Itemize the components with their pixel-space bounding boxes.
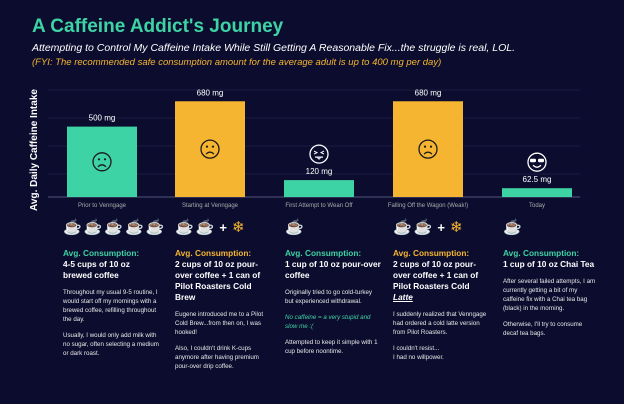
- bar: [67, 126, 137, 197]
- description-paragraph: Otherwise, I'll try to consume decaf tea…: [503, 321, 583, 337]
- bar: [175, 101, 245, 197]
- sad-face-icon: [200, 139, 220, 159]
- consumption-column: ☕ ☕ + ❄ Avg. Consumption: 2 cups of 10 oz pou…: [393, 214, 489, 362]
- plus-icon: +: [219, 220, 227, 235]
- bar-series: 500 mg Prior to Venngage 680 mg Starting at…: [67, 88, 572, 209]
- coffee-cup-icon: ☕: [63, 219, 82, 236]
- consumption-heading: Avg. Consumption:: [503, 248, 580, 258]
- description-paragraph: After several failed attempts, I am curr…: [503, 278, 596, 312]
- bar: [502, 188, 572, 197]
- description-paragraph: Usually, I would only add milk with no s…: [63, 332, 159, 357]
- bar-value-label: 680 mg: [415, 88, 442, 97]
- pour-over-coffee-icon: ☕: [195, 219, 215, 236]
- drink-icons: ☕ ☕ ☕ ☕ ☕: [63, 214, 164, 242]
- bar-value-label: 680 mg: [197, 88, 224, 97]
- pour-over-coffee-icon: ☕: [175, 219, 194, 236]
- description-paragraph: Eugene introduced me to a Pilot Cold Bre…: [175, 311, 264, 336]
- coffee-cup-icon: ☕: [83, 219, 103, 236]
- description-paragraph: Throughout my usual 9-5 routine, I would…: [63, 289, 158, 323]
- category-label: Prior to Venngage: [78, 203, 127, 209]
- bar: [284, 180, 354, 197]
- description-paragraph: Attempted to keep it simple with 1 cup b…: [285, 339, 378, 355]
- category-label: Today: [529, 203, 545, 209]
- snowflake-icon: ❄: [449, 219, 463, 236]
- tea-cup-icon: ☕: [503, 219, 522, 236]
- snowflake-icon: ❄: [231, 219, 245, 236]
- plus-icon: +: [437, 220, 445, 235]
- consumption-emphasis: Latte: [393, 292, 413, 302]
- coffee-cup-icon: ☕: [145, 219, 165, 236]
- category-label: First Attempt to Wean Off: [285, 203, 352, 209]
- drink-icons: ☕ ☕ + ❄: [175, 214, 271, 242]
- page-subtitle: Attempting to Control My Caffeine Intake…: [32, 42, 516, 54]
- consumption-amount: 1 cup of 10 oz pour-over coffee: [285, 259, 381, 280]
- sad-face-icon: [92, 152, 112, 172]
- drink-icons: ☕: [285, 214, 381, 242]
- tongue-out-face-icon: [309, 144, 329, 164]
- consumption-amount: 2 cups of 10 oz pour-over coffee + 1 can…: [175, 259, 261, 302]
- consumption-column: ☕ Avg. Consumption: 1 cup of 10 oz Chai Te…: [503, 214, 599, 338]
- y-axis-label: Avg. Daily Caffeine Intake: [29, 89, 40, 211]
- category-label: Starting at Venngage: [182, 203, 239, 209]
- consumption-heading: Avg. Consumption:: [285, 248, 362, 258]
- consumption-column: ☕ Avg. Consumption: 1 cup of 10 oz pour-ov…: [285, 214, 381, 356]
- consumption-amount: 2 cups of 10 oz pour-over coffee + 1 can…: [393, 259, 479, 302]
- bar-value-label: 500 mg: [89, 114, 116, 123]
- consumption-heading: Avg. Consumption:: [393, 248, 470, 258]
- description-paragraph: No caffeine = a very stupid and slow me …: [285, 314, 371, 330]
- bar-value-label: 62.5 mg: [523, 175, 552, 184]
- description-paragraph: Originally tried to go cold-turkey but e…: [285, 289, 373, 305]
- category-label: Falling Off the Wagon (Weak!): [388, 203, 468, 209]
- bar-value-label: 120 mg: [306, 167, 333, 176]
- description-paragraph: I couldn't resist... I had no willpower.: [393, 345, 444, 361]
- pour-over-coffee-icon: ☕: [285, 219, 304, 236]
- consumption-amount: 1 cup of 10 oz Chai Tea: [503, 259, 595, 269]
- consumption-column: ☕ ☕ ☕ ☕ ☕ Avg. Consumption: 4-5 cups of 10 oz …: [63, 214, 164, 358]
- coffee-cup-icon: ☕: [104, 219, 124, 236]
- pour-over-coffee-icon: ☕: [413, 219, 433, 236]
- coffee-cup-icon: ☕: [125, 219, 144, 236]
- consumption-heading: Avg. Consumption:: [175, 248, 252, 258]
- description-paragraph: Also, I couldn't drink K-cups anymore af…: [175, 345, 259, 370]
- consumption-amount: 4-5 cups of 10 oz brewed coffee: [63, 259, 130, 280]
- sad-face-icon: [418, 139, 438, 159]
- bar: [393, 101, 463, 197]
- fyi-note: (FYI: The recommended safe consumption a…: [32, 57, 442, 68]
- sunglasses-face-icon: [527, 152, 547, 172]
- pour-over-coffee-icon: ☕: [393, 219, 412, 236]
- page-title: A Caffeine Addict's Journey: [32, 16, 284, 37]
- consumption-column: ☕ ☕ + ❄ Avg. Consumption: 2 cups of 10 oz pou…: [175, 214, 271, 371]
- consumption-heading: Avg. Consumption:: [63, 248, 140, 258]
- drink-icons: ☕: [503, 214, 599, 242]
- bar-chart: Avg. Daily Caffeine Intake 500 mg Prior t…: [29, 88, 580, 211]
- description-paragraph: I suddenly realized that Venngage had or…: [393, 311, 487, 336]
- drink-icons: ☕ ☕ + ❄: [393, 214, 489, 242]
